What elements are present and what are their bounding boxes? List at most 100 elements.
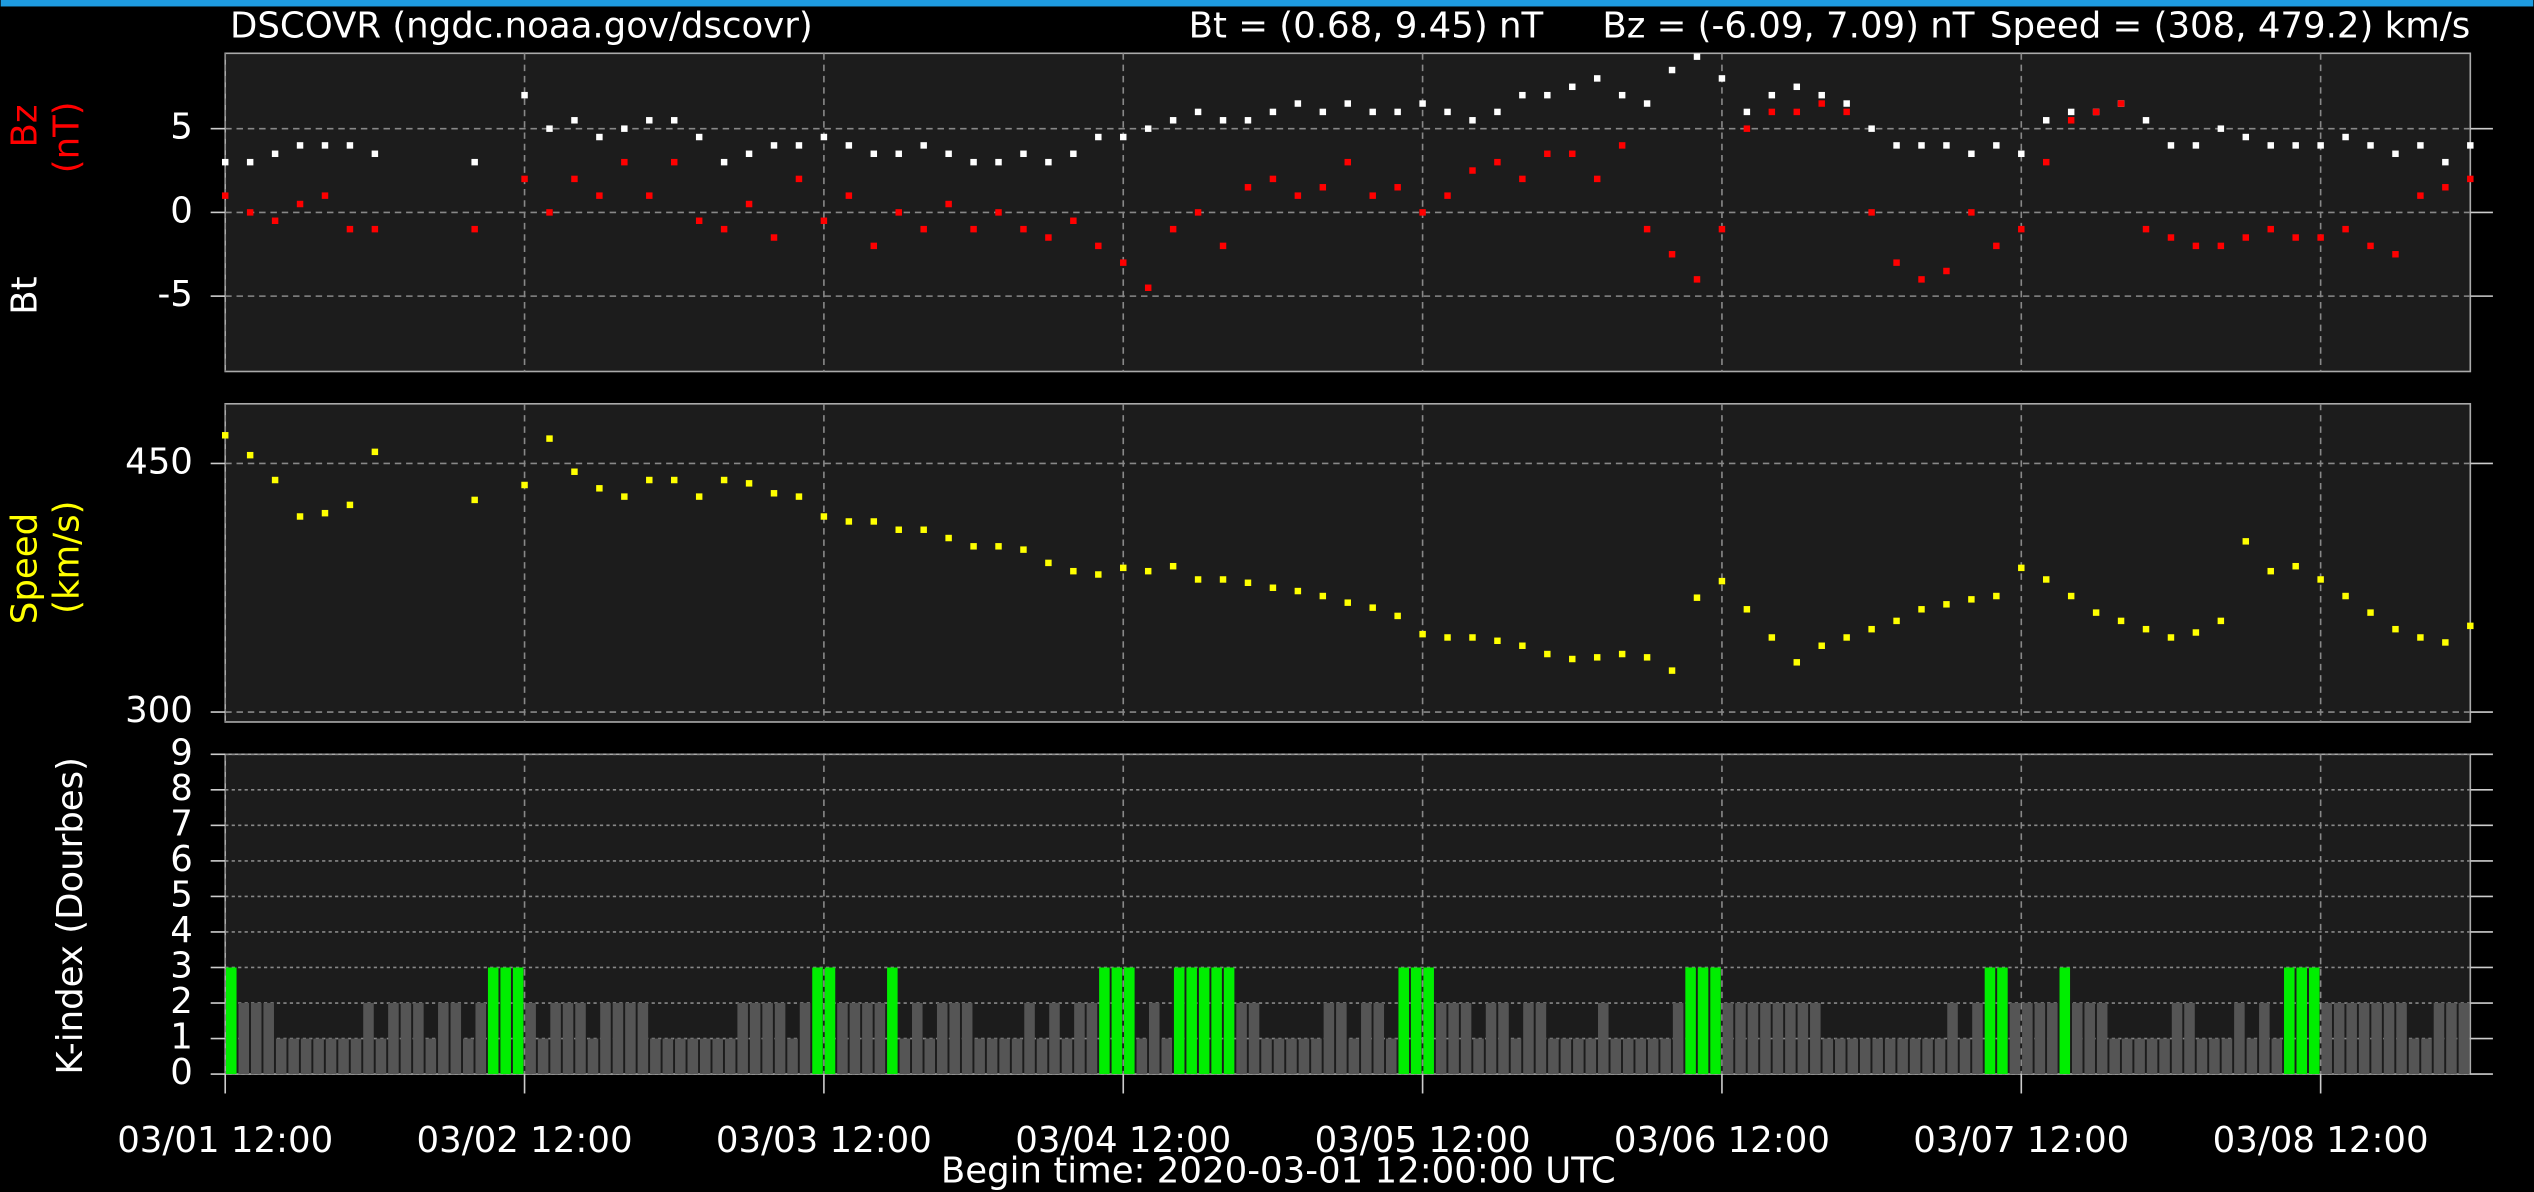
- k-bar: [2071, 1003, 2083, 1075]
- data-point: [1144, 284, 1152, 291]
- k-bar: [1074, 1003, 1085, 1075]
- data-point: [2117, 100, 2125, 107]
- k-bar: [1598, 1003, 1609, 1075]
- k-bar: [1535, 1003, 1547, 1075]
- data-point: [2067, 108, 2075, 116]
- data-point: [646, 192, 653, 199]
- k-bar: [1286, 1038, 1297, 1075]
- k-bar: [1560, 1038, 1572, 1075]
- k-bar: [512, 967, 524, 1075]
- k-bar: [2159, 1038, 2170, 1075]
- k-bar: [1311, 1038, 1322, 1075]
- data-point: [1743, 125, 1751, 132]
- data-point: [2117, 617, 2125, 625]
- k-bar: [675, 1038, 686, 1075]
- k-bar: [1498, 1003, 1509, 1075]
- data-point: [970, 225, 977, 233]
- data-point: [1668, 251, 1676, 258]
- data-point: [745, 200, 753, 208]
- data-point: [920, 526, 927, 533]
- k-bar: [862, 1003, 873, 1075]
- k-bar: [2383, 1003, 2395, 1075]
- data-point: [2067, 592, 2075, 600]
- data-point: [2067, 117, 2075, 124]
- k-bar: [1036, 1038, 1048, 1075]
- plot-area: [224, 402, 2472, 723]
- data-point: [1269, 584, 1277, 591]
- k-bar: [537, 1038, 549, 1075]
- data-point: [1219, 117, 1227, 124]
- k-bar: [425, 1038, 437, 1075]
- k-bar: [1997, 967, 2008, 1075]
- k-bar: [1323, 1003, 1335, 1075]
- data-point: [2267, 225, 2274, 233]
- data-point: [546, 209, 553, 216]
- data-point: [2242, 538, 2250, 545]
- k-bar: [2458, 1003, 2470, 1075]
- data-point: [1444, 634, 1451, 641]
- k-bar: [1548, 1038, 1559, 1075]
- data-point: [246, 451, 254, 459]
- data-point: [2317, 576, 2324, 583]
- k-bar: [450, 1003, 462, 1075]
- data-point: [1294, 100, 1302, 107]
- k-bar: [525, 1003, 536, 1075]
- k-bar: [226, 967, 237, 1075]
- data-point: [1319, 108, 1327, 116]
- k-bar: [288, 1038, 299, 1075]
- k-bar: [2059, 967, 2071, 1075]
- k-bar: [1336, 1003, 1347, 1075]
- data-point: [1394, 108, 1401, 116]
- k-bar: [1460, 1003, 1472, 1075]
- data-point: [1768, 634, 1776, 641]
- data-point: [221, 158, 229, 166]
- data-point: [1444, 192, 1451, 199]
- k-bar: [986, 1038, 998, 1075]
- k-bar: [1236, 1003, 1247, 1075]
- k-bar: [1772, 1003, 1784, 1075]
- k-bar: [1922, 1038, 1933, 1075]
- y-label-k: K-index (Dourbes): [50, 757, 91, 1075]
- k-bar: [400, 1003, 412, 1075]
- x-tick-label: 03/05 12:00: [1315, 1120, 1531, 1161]
- data-point: [621, 125, 628, 132]
- data-point: [1743, 108, 1751, 116]
- data-point: [2342, 592, 2349, 600]
- data-point: [1494, 158, 1501, 166]
- k-bar: [712, 1038, 723, 1075]
- data-point: [1344, 158, 1351, 166]
- data-point: [1893, 617, 1900, 625]
- k-bar: [1897, 1038, 1908, 1075]
- data-point: [1194, 108, 1202, 116]
- data-point: [1244, 184, 1252, 191]
- data-point: [995, 209, 1002, 216]
- k-bar: [1086, 1003, 1098, 1075]
- data-point: [1469, 634, 1476, 641]
- data-point: [1943, 142, 1950, 149]
- data-point: [1843, 100, 1850, 107]
- data-point: [2267, 142, 2274, 149]
- k-bar: [1573, 1038, 1584, 1075]
- k-bar: [1198, 967, 1210, 1075]
- k-bar: [1822, 1038, 1834, 1075]
- k-bar: [1647, 1038, 1659, 1075]
- data-point: [271, 150, 279, 158]
- data-point: [1718, 225, 1726, 233]
- data-point: [1943, 601, 1950, 608]
- data-point: [2242, 234, 2250, 241]
- k-bar: [587, 1038, 599, 1075]
- k-bar: [662, 1038, 674, 1075]
- data-point: [1269, 108, 1277, 116]
- data-point: [820, 133, 828, 141]
- data-point: [1544, 91, 1551, 99]
- k-bar: [2084, 1003, 2095, 1075]
- data-point: [1269, 175, 1277, 183]
- data-point: [1419, 209, 1426, 216]
- data-point: [1843, 634, 1850, 641]
- k-bar: [762, 1003, 773, 1075]
- k-bar: [300, 1038, 312, 1075]
- y-tick-label: -5: [157, 274, 192, 315]
- data-point: [2442, 184, 2449, 191]
- k-bar: [1710, 967, 1721, 1075]
- k-bar: [787, 1038, 798, 1075]
